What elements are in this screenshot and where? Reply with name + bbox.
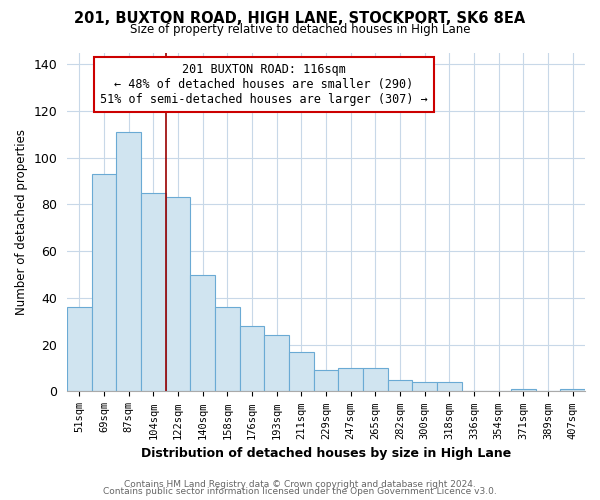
Bar [314,370,338,392]
Bar [412,382,437,392]
X-axis label: Distribution of detached houses by size in High Lane: Distribution of detached houses by size … [141,447,511,460]
Bar [511,389,536,392]
Y-axis label: Number of detached properties: Number of detached properties [15,129,28,315]
Text: Contains public sector information licensed under the Open Government Licence v3: Contains public sector information licen… [103,487,497,496]
Bar [141,193,166,392]
Bar [437,382,462,392]
Bar [190,274,215,392]
Text: 201 BUXTON ROAD: 116sqm
← 48% of detached houses are smaller (290)
51% of semi-d: 201 BUXTON ROAD: 116sqm ← 48% of detache… [100,62,428,106]
Bar [215,308,240,392]
Bar [388,380,412,392]
Bar [338,368,363,392]
Bar [560,389,585,392]
Bar [240,326,265,392]
Bar [67,308,92,392]
Text: 201, BUXTON ROAD, HIGH LANE, STOCKPORT, SK6 8EA: 201, BUXTON ROAD, HIGH LANE, STOCKPORT, … [74,11,526,26]
Text: Size of property relative to detached houses in High Lane: Size of property relative to detached ho… [130,22,470,36]
Bar [363,368,388,392]
Bar [92,174,116,392]
Bar [116,132,141,392]
Text: Contains HM Land Registry data © Crown copyright and database right 2024.: Contains HM Land Registry data © Crown c… [124,480,476,489]
Bar [265,336,289,392]
Bar [166,198,190,392]
Bar [289,352,314,392]
